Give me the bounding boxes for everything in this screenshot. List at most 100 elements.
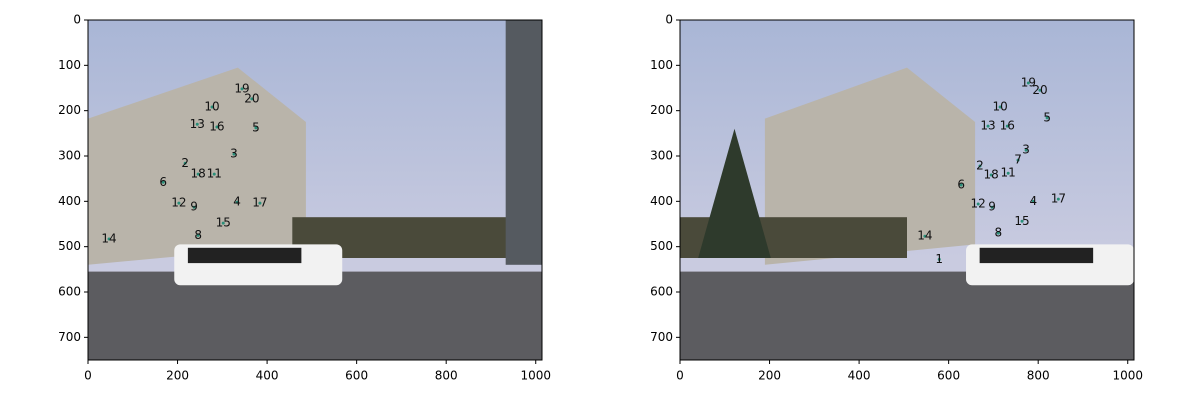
x-tick-label: 0 [84, 369, 92, 383]
keypoint-label: 8 [995, 226, 1003, 240]
y-tick-label: 700 [650, 330, 673, 344]
keypoint [1016, 158, 1020, 162]
keypoint-label: 8 [194, 228, 202, 242]
road [88, 271, 542, 360]
keypoint-label: 17 [1051, 192, 1066, 206]
keypoint-label: 19 [1021, 76, 1036, 90]
keypoint-label: 13 [190, 117, 205, 131]
keypoint [990, 205, 994, 209]
keypoint [1020, 219, 1024, 223]
keypoint [177, 201, 181, 205]
keypoint [1005, 124, 1009, 128]
keypoint [937, 257, 941, 261]
y-tick-label: 500 [58, 239, 81, 253]
x-tick-label: 1000 [520, 369, 551, 383]
keypoint-label: 17 [252, 196, 267, 210]
keypoint-label: 1 [935, 252, 943, 266]
y-tick-label: 200 [650, 103, 673, 117]
x-tick-label: 800 [435, 369, 458, 383]
y-tick-label: 600 [58, 285, 81, 299]
keypoint-label: 7 [1014, 153, 1022, 167]
bus-windows [979, 247, 1094, 264]
keypoint-label: 10 [992, 100, 1007, 114]
keypoint-label: 6 [159, 175, 167, 189]
x-tick-label: 800 [1027, 369, 1050, 383]
keypoint-label: 14 [917, 229, 932, 243]
keypoint-label: 2 [181, 156, 189, 170]
y-tick-label: 600 [650, 285, 673, 299]
keypoint-label: 9 [988, 200, 996, 214]
bus-windows [187, 247, 302, 264]
keypoint-label: 4 [1029, 194, 1037, 208]
keypoint-label: 20 [1032, 83, 1047, 97]
keypoint [250, 97, 254, 101]
y-tick-label: 200 [58, 103, 81, 117]
keypoint [254, 126, 258, 130]
keypoint [959, 183, 963, 187]
keypoint [1031, 199, 1035, 203]
y-tick-label: 0 [665, 13, 673, 27]
keypoint-label: 15 [1014, 214, 1029, 228]
keypoint [989, 173, 993, 177]
tree [698, 128, 771, 258]
keypoint [258, 201, 262, 205]
keypoint [998, 105, 1002, 109]
keypoint [1024, 148, 1028, 152]
keypoint [196, 233, 200, 237]
keypoint-label: 15 [216, 216, 231, 230]
y-tick-label: 100 [58, 58, 81, 72]
keypoint [923, 234, 927, 238]
keypoint [996, 231, 1000, 235]
keypoint [183, 161, 187, 165]
axes-frame [87, 19, 543, 361]
tower [505, 20, 542, 265]
y-tick-label: 300 [650, 149, 673, 163]
y-tick-label: 700 [58, 330, 81, 344]
keypoint-label: 14 [101, 231, 116, 245]
photo [88, 20, 542, 360]
keypoint [161, 180, 165, 184]
keypoint [195, 122, 199, 126]
y-tick-label: 500 [650, 239, 673, 253]
keypoint [107, 237, 111, 241]
x-tick-label: 600 [937, 369, 960, 383]
keypoint [235, 200, 239, 204]
keypoint-label: 2 [976, 158, 984, 172]
keypoint [210, 105, 214, 109]
keypoint [978, 164, 982, 168]
keypoint-label: 12 [171, 196, 186, 210]
keypoint [196, 172, 200, 176]
x-tick-label: 200 [166, 369, 189, 383]
keypoint-label: 12 [971, 197, 986, 211]
x-tick-label: 200 [758, 369, 781, 383]
keypoint-label: 4 [233, 195, 241, 209]
keypoint-label: 3 [230, 147, 238, 161]
keypoint-label: 18 [191, 167, 206, 181]
keypoint-label: 5 [252, 120, 260, 134]
keypoint [1045, 116, 1049, 120]
keypoint [986, 124, 990, 128]
keypoint-label: 16 [1000, 119, 1015, 133]
x-tick-label: 400 [256, 369, 279, 383]
keypoint-label: 13 [980, 119, 995, 133]
keypoint [1038, 88, 1042, 92]
keypoint-label: 19 [234, 81, 249, 95]
photo [680, 20, 1134, 360]
keypoint [232, 152, 236, 156]
keypoint-label: 11 [207, 167, 222, 181]
y-tick-label: 300 [58, 149, 81, 163]
x-tick-label: 0 [676, 369, 684, 383]
keypoint [1056, 197, 1060, 201]
y-tick-label: 0 [73, 13, 81, 27]
keypoint-label: 16 [209, 119, 224, 133]
keypoint [192, 205, 196, 209]
y-tick-label: 100 [650, 58, 673, 72]
keypoint-label: 6 [957, 178, 965, 192]
keypoint-label: 20 [244, 91, 259, 105]
building [88, 67, 306, 265]
axes-frame [679, 19, 1135, 361]
keypoint [1006, 171, 1010, 175]
keypoint [221, 221, 225, 225]
road [680, 271, 1134, 360]
